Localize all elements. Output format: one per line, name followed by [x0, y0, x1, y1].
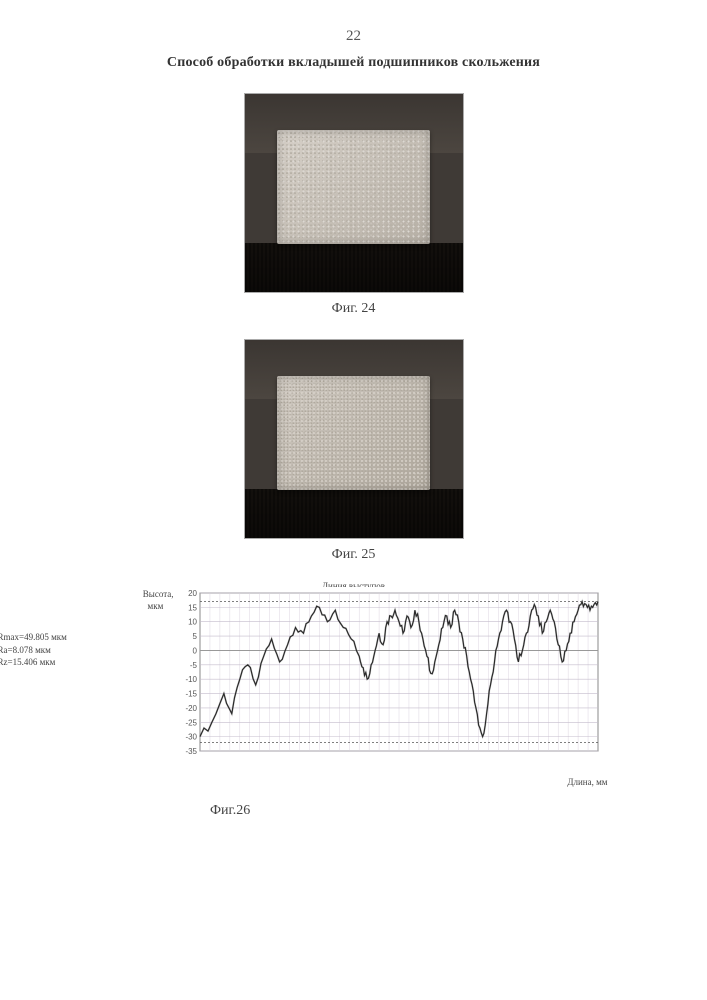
x-axis-label: Длина, мм: [567, 777, 607, 787]
svg-text:0: 0: [192, 646, 197, 655]
svg-text:5: 5: [192, 632, 197, 641]
svg-text:-5: -5: [189, 661, 197, 670]
page-number: 22: [60, 28, 647, 45]
svg-text:-30: -30: [185, 733, 197, 742]
document-title: Способ обработки вкладышей подшипников с…: [60, 55, 647, 71]
roughness-parameters: Rmax=49.805 мкм Ra=8.078 мкм Rz=15.406 м…: [0, 631, 118, 669]
chart-svg: 20 15 10 5 0 -5 -10 -15 -20 -25 -30 -35: [174, 587, 604, 767]
photo-bg: [245, 243, 463, 293]
rz-value: Rz=15.406 мкм: [0, 656, 118, 669]
figure-26-caption: Фиг.26: [210, 803, 647, 819]
svg-text:10: 10: [188, 618, 197, 627]
figure-24-caption: Фиг. 24: [60, 301, 647, 317]
figure-24-photo: [244, 93, 464, 293]
y-axis-label: Высота,: [134, 589, 174, 599]
svg-text:20: 20: [188, 589, 197, 598]
figure-25-photo: [244, 339, 464, 539]
svg-text:-35: -35: [185, 747, 197, 756]
svg-text:-15: -15: [185, 690, 197, 699]
figure-25-caption: Фиг. 25: [60, 547, 647, 563]
roughness-profile-chart: Rmax=49.805 мкм Ra=8.078 мкм Rz=15.406 м…: [94, 585, 614, 785]
sample-specimen: [277, 130, 430, 245]
y-axis-unit: мкм: [148, 601, 164, 611]
page: 22 Способ обработки вкладышей подшипнико…: [0, 0, 707, 1000]
svg-text:-20: -20: [185, 704, 197, 713]
svg-text:15: 15: [188, 603, 197, 612]
ra-value: Ra=8.078 мкм: [0, 644, 118, 657]
svg-text:-10: -10: [185, 675, 197, 684]
svg-text:-25: -25: [185, 718, 197, 727]
sample-specimen: [277, 376, 430, 491]
rmax-value: Rmax=49.805 мкм: [0, 631, 118, 644]
photo-bg: [245, 489, 463, 539]
